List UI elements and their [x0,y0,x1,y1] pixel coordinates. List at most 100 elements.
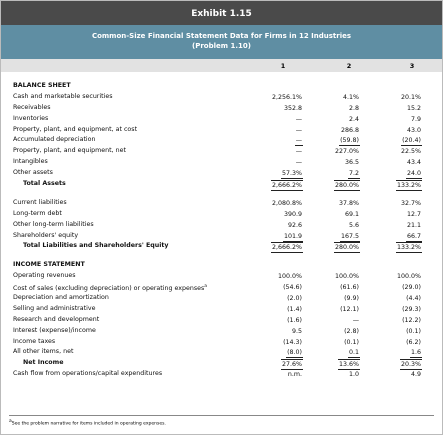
footnote-mark: a [9,419,12,424]
row-label: Cash flow from operations/capital expend… [13,369,162,380]
row-label-text: Shareholders' equity [13,231,79,239]
cell-value: 43.4 [406,159,421,167]
cell: 133.2% [395,180,422,192]
cell: 280.0% [333,242,360,254]
cell: — [295,147,303,156]
cell: 2,666.2% [270,242,303,254]
table-row: Total Liabilities and Shareholders' Equi… [1,241,442,254]
cell: (6.2) [405,338,422,347]
cell-value: 92.6 [287,221,302,229]
row-label-text: Selling and administrative [13,304,96,312]
cell: — [295,126,303,135]
cell-value: 227.0% [334,148,359,156]
column-header: 1 [280,62,286,70]
row-label-text: Total Assets [23,180,66,188]
table-row: Research and development (1.6) — (12.2) [1,315,442,326]
cell-value: (8.0) [286,349,303,359]
row-label-text: Income taxes [13,337,56,345]
cell: (4.4) [405,294,422,303]
cell: 133.2% [395,242,422,254]
cell-value: 101.9 [282,232,303,242]
cell-value: 9.5 [291,327,302,335]
row-label-text: Long-term debt [13,209,62,217]
cell-value: 133.2% [395,180,422,192]
row-label: Total Liabilities and Shareholders' Equi… [23,241,169,252]
row-label-text: Cash and marketable securities [13,92,113,100]
row-label: Research and development [13,315,99,326]
row-label: Selling and administrative [13,304,95,315]
row-label: Income taxes [13,337,55,348]
cell: (2.8) [343,327,360,336]
cell: (14.3) [282,338,303,347]
row-label: Accumulated depreciation [13,135,96,146]
cell-value: 100.0% [396,273,421,281]
cell: (12.1) [339,305,360,314]
cell: (0.1) [405,327,422,336]
cell-value: 100.0% [334,273,359,281]
title-band: Common-Size Financial Statement Data for… [1,25,442,59]
cell-value: 352.8 [283,104,302,112]
cell: 24.0 [405,169,422,180]
cell: (29.0) [401,283,422,292]
table-row: Current liabilities 2,080.8% 37.8% 32.7% [1,198,442,209]
cell-value: 27.6% [280,359,303,371]
cell-value: 280.0% [333,180,360,192]
table-row: Net Income 27.6% 13.6% 20.3% [1,358,442,371]
cell: 101.9 [282,232,303,242]
cell-value: 66.7 [405,232,422,242]
table-row: Property, plant, and equipment, net — 227.… [1,146,442,157]
cell: 32.7% [400,199,422,208]
cell: 390.9 [283,210,303,219]
cell-value: (1.4) [287,305,302,313]
row-label-text: Net Income [23,359,64,367]
cell: (54.6) [282,283,303,292]
cell-value: — [294,137,303,147]
cell: 43.4 [406,158,422,167]
cell: 280.0% [333,180,360,192]
cell-value: 133.2% [395,242,422,254]
cell: 92.6 [287,221,303,230]
cell-value: 20.1% [400,93,421,101]
cell: 0.1 [347,348,360,359]
row-label-text: Current liabilities [13,198,67,206]
cell-value: — [295,148,302,156]
row-label: Cost of sales (excluding depreciation) o… [13,282,207,295]
footnote: aSee the problem narrative for items inc… [9,415,434,427]
cell-value: 15.2 [406,104,421,112]
cell-value: 2.8 [348,104,359,112]
row-label: Other assets [13,168,53,179]
cell-value: 286.8 [340,126,359,134]
cell: (9.9) [343,294,360,303]
cell-value: 24.0 [405,170,422,180]
table-row: Total Assets 2,666.2% 280.0% 133.2% [1,179,442,192]
cell: (59.8) [339,136,360,147]
row-label-text: Depreciation and amortization [13,294,109,302]
row-label: Shareholders' equity [13,231,78,242]
cell-value: 1.0 [348,371,359,379]
table-row: Property, plant, and equipment, at cost —… [1,125,442,136]
cell-value: — [352,316,359,324]
cell-value: 1.6 [409,349,422,359]
table-row: Other long-term liabilities 92.6 5.6 21.1 [1,220,442,231]
section-row: BALANCE SHEET [1,81,442,92]
cell-value: 36.5 [344,159,359,167]
cell-value: 2,080.8% [271,199,302,207]
cell: (61.6) [339,283,360,292]
column-header: 3 [409,62,415,70]
table-row: Receivables 352.8 2.8 15.2 [1,103,442,114]
row-label: Property, plant, and equipment, at cost [13,125,137,136]
cell: 2,256.1% [271,93,303,102]
cell: 2.4 [348,115,360,124]
table-row: Depreciation and amortization (2.0) (9.9) (… [1,293,442,304]
table: BALANCE SHEET Cash and marketable securit… [1,81,442,380]
subtitle: (Problem 1.10) [192,42,251,50]
cell: (12.2) [401,316,422,325]
cell: (20.4) [401,136,422,147]
cell: (1.4) [286,305,303,314]
cell: — [295,115,303,124]
cell: 12.7 [406,210,422,219]
table-row: Long-term debt 390.9 69.1 12.7 [1,209,442,220]
row-label: Property, plant, and equipment, net [13,146,126,157]
cell: 5.6 [348,221,360,230]
